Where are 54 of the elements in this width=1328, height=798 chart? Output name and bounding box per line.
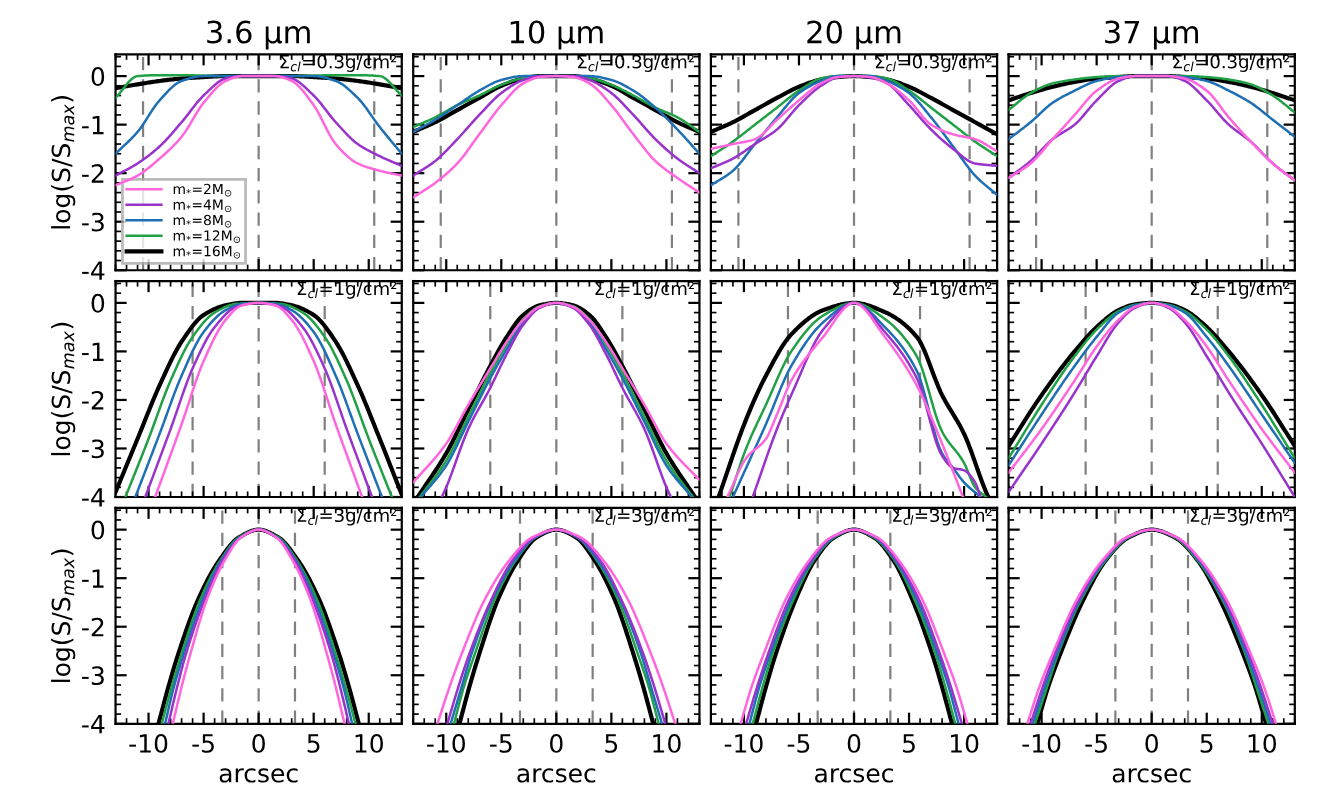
chart-title: 37 μm	[1105, 20, 1198, 50]
x-axis-title: arcsec	[1112, 768, 1191, 783]
annotation: Σ$_{cl}$=1g/cm²	[1190, 281, 1290, 299]
y-tick-label: 0	[91, 67, 105, 86]
x-axis-title: arcsec	[815, 768, 893, 783]
y-axis-title: log(S/S$_{max}$)	[51, 96, 76, 229]
annotation: Σ$_{cl}$=0.3g/cm²	[280, 54, 397, 72]
y-axis-title: log(S/S$_{max}$)	[51, 549, 76, 682]
annotation: Σ$_{cl}$=0.3g/cm²	[1173, 54, 1290, 72]
y-tick-label: -1	[82, 569, 104, 588]
y-tick-label: -3	[82, 212, 104, 232]
y-tick-label: 0	[91, 520, 105, 540]
x-tick-label: 0	[847, 733, 861, 753]
chart-title: 10 μm	[510, 20, 603, 50]
x-tick-label: -10	[129, 733, 168, 753]
x-tick-label: 10	[355, 733, 383, 753]
y-tick-label: -3	[82, 439, 104, 459]
x-tick-label: -5	[490, 734, 512, 753]
x-tick-label: 0	[550, 733, 563, 753]
annotation: Σ$_{cl}$=0.3g/cm²	[578, 54, 694, 72]
annotation: Σ$_{cl}$=1g/cm²	[297, 281, 397, 299]
x-tick-label: 5	[307, 734, 320, 753]
x-tick-label: 10	[653, 733, 681, 753]
y-axis-title: log(S/S$_{max}$)	[51, 322, 76, 456]
x-tick-label: 5	[605, 734, 618, 753]
x-tick-label: 10	[950, 733, 979, 753]
y-tick-label: -2	[82, 164, 104, 183]
x-tick-label: -10	[724, 733, 763, 753]
x-tick-label: 0	[1145, 733, 1158, 753]
x-tick-label: -10	[427, 733, 465, 753]
x-tick-label: 0	[252, 733, 265, 753]
x-tick-label: -5	[787, 734, 810, 753]
x-tick-label: -5	[192, 734, 214, 753]
x-tick-label: 5	[903, 734, 915, 753]
x-tick-label: -10	[1022, 733, 1061, 753]
annotation: Σ$_{cl}$=0.3g/cm²	[875, 54, 992, 72]
x-axis-title: arcsec	[517, 768, 596, 783]
x-tick-label: -5	[1085, 734, 1107, 753]
y-tick-label: -3	[82, 666, 104, 686]
chart-title: 20 μm	[807, 20, 901, 50]
x-axis-title: arcsec	[219, 768, 298, 783]
y-tick-label: -4	[82, 715, 105, 734]
annotation: Σ$_{cl}$=1g/cm²	[595, 281, 694, 299]
x-tick-label: 5	[1200, 734, 1213, 753]
x-tick-label: 10	[1248, 733, 1277, 753]
y-tick-label: 0	[91, 293, 105, 313]
y-tick-label: -1	[82, 115, 104, 135]
y-tick-label: -1	[82, 342, 104, 361]
chart-title: 3.6 μm	[207, 20, 310, 50]
y-tick-label: -2	[82, 390, 104, 410]
y-tick-label: -2	[82, 617, 104, 637]
y-tick-label: -4	[82, 488, 105, 507]
y-tick-label: -4	[82, 261, 105, 280]
annotation: Σ$_{cl}$=1g/cm²	[893, 281, 992, 299]
